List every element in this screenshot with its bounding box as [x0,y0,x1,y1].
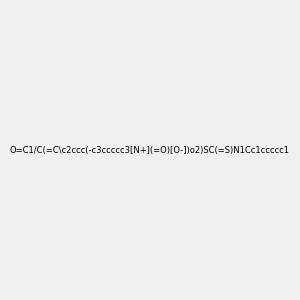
Text: O=C1/C(=C\c2ccc(-c3ccccc3[N+](=O)[O-])o2)SC(=S)N1Cc1ccccc1: O=C1/C(=C\c2ccc(-c3ccccc3[N+](=O)[O-])o2… [10,146,290,154]
